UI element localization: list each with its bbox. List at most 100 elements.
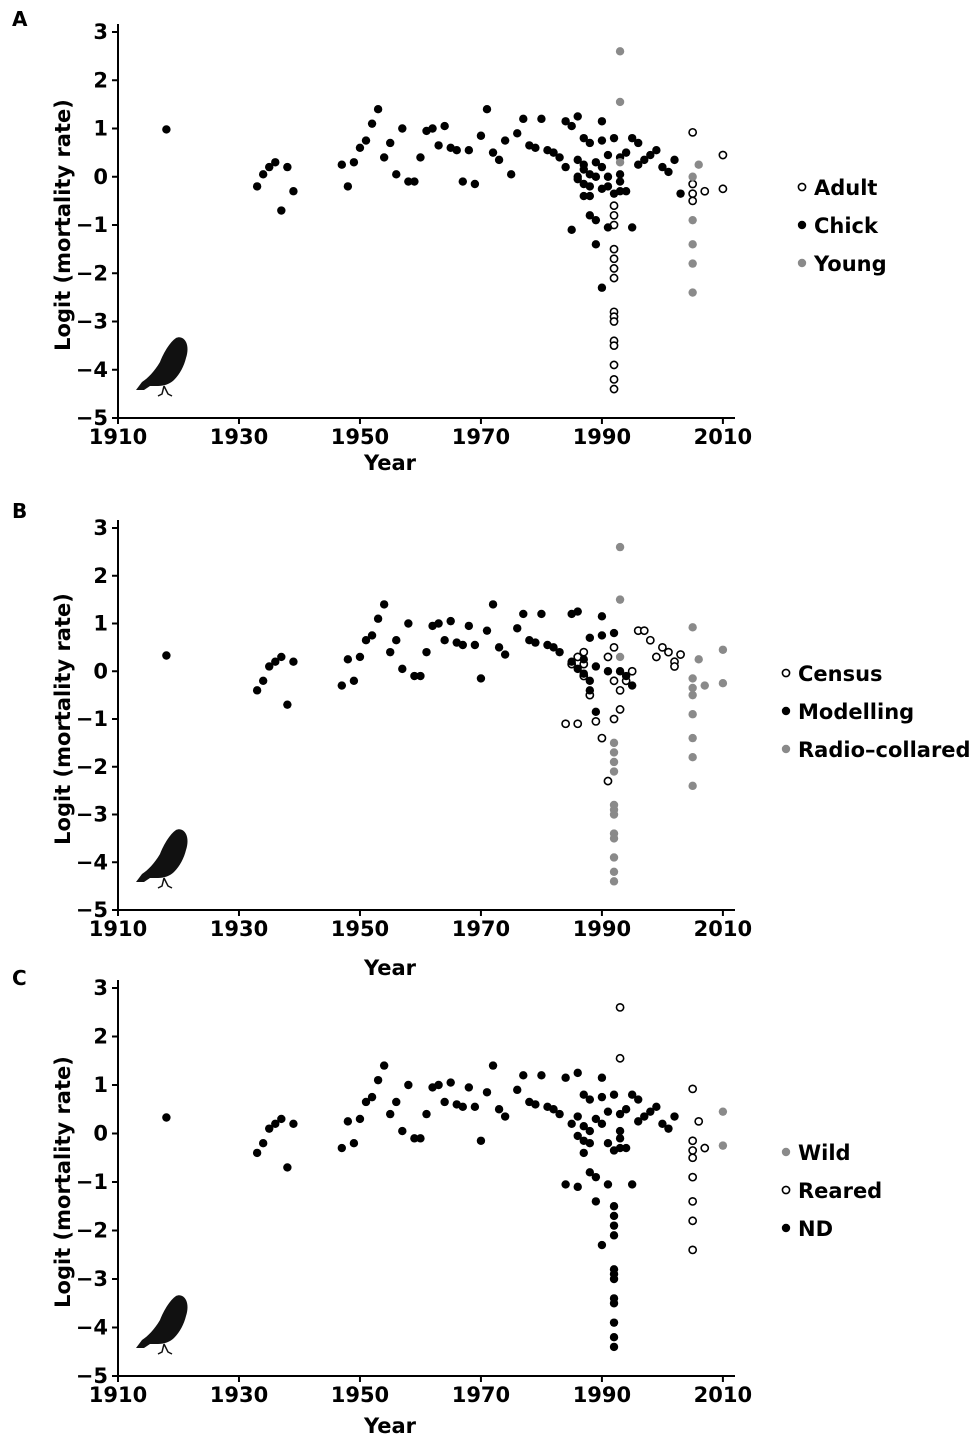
data-point: [609, 1211, 619, 1221]
y-tick-label: 2: [93, 564, 108, 588]
data-point: [404, 619, 413, 628]
data-point: [367, 119, 377, 128]
y-tick-label: −2: [76, 1219, 108, 1243]
y-tick-label: −1: [76, 707, 108, 731]
data-point: [688, 733, 697, 743]
data-point: [367, 1092, 377, 1102]
data-point: [615, 1143, 625, 1153]
data-point: [513, 1085, 522, 1095]
data-point: [567, 121, 576, 131]
data-point: [398, 1126, 407, 1136]
data-point: [434, 1080, 443, 1090]
data-point: [440, 1097, 449, 1107]
data-point: [537, 609, 546, 619]
legend-label-nd: ND: [798, 1217, 833, 1241]
data-point: [603, 1180, 613, 1189]
data-point: [271, 657, 280, 666]
data-point: [615, 177, 625, 186]
data-point: [265, 162, 274, 172]
data-point: [567, 1119, 576, 1129]
data-point: [573, 664, 582, 674]
data-point: [609, 1231, 619, 1240]
data-point: [658, 162, 667, 172]
data-point: [367, 631, 377, 640]
data-point: [555, 647, 564, 657]
data-point: [579, 647, 589, 657]
data-point: [615, 47, 625, 56]
data-point: [386, 1109, 395, 1119]
data-point: [609, 1299, 619, 1308]
data-point: [718, 184, 728, 194]
data-point: [482, 1088, 492, 1097]
data-point: [537, 114, 546, 124]
data-point: [591, 158, 601, 167]
data-point: [652, 1102, 661, 1112]
data-point: [609, 642, 619, 652]
data-point: [585, 1095, 595, 1104]
y-tick-label: 3: [93, 516, 108, 540]
data-point: [434, 619, 443, 628]
data-point: [591, 1114, 601, 1124]
data-point: [688, 172, 697, 181]
data-point: [585, 211, 595, 220]
y-tick-label: −5: [76, 1364, 108, 1388]
data-point: [258, 1139, 268, 1148]
data-point: [670, 662, 679, 671]
data-point: [609, 374, 619, 384]
data-point: [561, 719, 571, 729]
data-point: [561, 1073, 570, 1082]
data-point: [615, 595, 625, 604]
data-point: [410, 671, 419, 681]
x-tick-label: 1910: [89, 1383, 147, 1407]
data-point: [688, 753, 697, 762]
y-tick-label: −4: [76, 1316, 108, 1340]
data-point: [585, 191, 595, 201]
data-point: [579, 133, 588, 143]
data-point: [573, 112, 582, 121]
y-tick-label: −4: [76, 850, 108, 874]
data-point: [621, 187, 631, 196]
data-point: [488, 1061, 498, 1070]
data-point: [688, 690, 697, 700]
data-point: [252, 686, 262, 695]
data-point: [555, 153, 564, 162]
data-point: [585, 1126, 595, 1136]
data-point: [392, 636, 401, 645]
data-point: [567, 657, 576, 666]
data-point: [609, 1221, 619, 1230]
grouse-icon: [136, 1295, 188, 1348]
data-point: [718, 645, 728, 654]
grouse-legs-icon: [157, 1343, 173, 1355]
data-point: [621, 671, 631, 681]
data-point: [664, 647, 673, 657]
data-point: [271, 158, 280, 167]
data-point: [639, 626, 649, 636]
data-point: [446, 616, 455, 626]
data-point: [555, 1109, 564, 1119]
data-point: [289, 657, 298, 666]
grouse-icon: [136, 829, 188, 882]
data-point: [579, 1148, 588, 1158]
y-tick-label: −3: [76, 1267, 108, 1291]
data-point: [627, 666, 637, 676]
data-point: [627, 133, 637, 143]
data-point: [597, 117, 607, 126]
data-point: [627, 681, 637, 690]
legend-marker: [781, 1185, 791, 1195]
data-point: [609, 1202, 619, 1211]
legend-marker: [781, 668, 791, 678]
data-point: [252, 1148, 262, 1158]
y-tick-label: −3: [76, 803, 108, 827]
data-point: [597, 136, 607, 145]
data-point: [458, 177, 467, 186]
data-point: [603, 172, 613, 181]
data-point: [349, 1139, 359, 1148]
y-axis-title: Logit (mortality rate): [51, 1056, 75, 1308]
data-point: [615, 1053, 625, 1063]
data-point: [355, 143, 365, 152]
data-point: [392, 1097, 401, 1107]
data-point: [603, 223, 613, 232]
data-point: [404, 177, 413, 186]
